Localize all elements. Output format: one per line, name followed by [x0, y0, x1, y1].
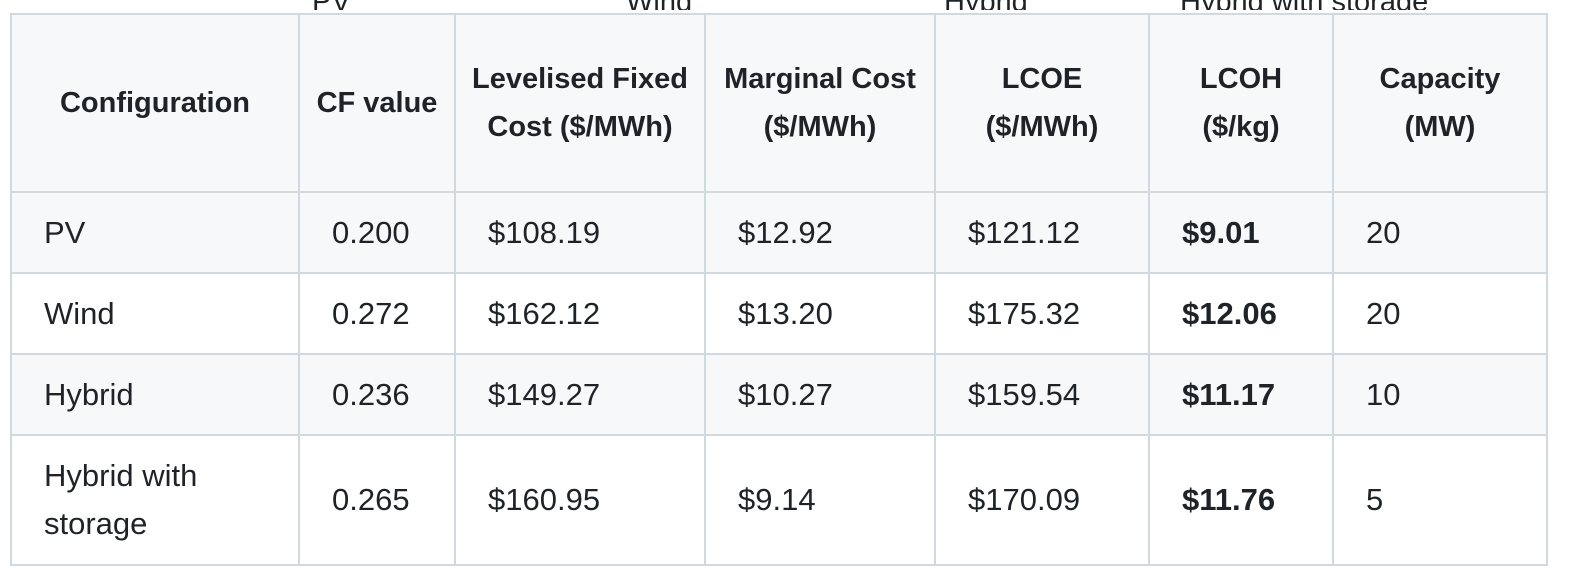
column-header-cf-value: CF value: [298, 13, 456, 193]
cell-lcoe: $159.54: [934, 353, 1150, 436]
column-header-lcoe: LCOE ($/MWh): [934, 13, 1150, 193]
column-header-marginal-cost: Marginal Cost ($/MWh): [704, 13, 936, 193]
table-header-row: Configuration CF value Levelised Fixed C…: [10, 13, 1548, 193]
column-header-lcoh: LCOH ($/kg): [1148, 13, 1334, 193]
cell-lcoe: $121.12: [934, 191, 1150, 274]
cell-configuration: PV: [10, 191, 300, 274]
cell-configuration: Hybrid: [10, 353, 300, 436]
cell-marginal-cost: $9.14: [704, 434, 936, 566]
cell-lcoh: $11.76: [1148, 434, 1334, 566]
cell-capacity: 20: [1332, 272, 1548, 355]
cell-capacity: 10: [1332, 353, 1548, 436]
configuration-cost-table: Configuration CF value Levelised Fixed C…: [10, 13, 1548, 566]
cell-lcoe: $170.09: [934, 434, 1150, 566]
table-row: Hybrid with storage 0.265 $160.95 $9.14 …: [10, 434, 1548, 566]
cell-marginal-cost: $13.20: [704, 272, 936, 355]
clipped-header-label: Wind: [626, 0, 692, 10]
clipped-previous-header-row: PV Wind Hybrid Hybrid with storage: [0, 0, 1572, 10]
cell-lcoh: $9.01: [1148, 191, 1334, 274]
cell-lcoh: $12.06: [1148, 272, 1334, 355]
cell-lcoe: $175.32: [934, 272, 1150, 355]
cell-cf-value: 0.265: [298, 434, 456, 566]
cell-configuration: Wind: [10, 272, 300, 355]
cell-marginal-cost: $12.92: [704, 191, 936, 274]
clipped-header-label: PV: [312, 0, 351, 10]
cell-cf-value: 0.200: [298, 191, 456, 274]
table-row: Wind 0.272 $162.12 $13.20 $175.32 $12.06…: [10, 272, 1548, 355]
cell-capacity: 20: [1332, 191, 1548, 274]
cell-levelised-fixed-cost: $108.19: [454, 191, 706, 274]
clipped-header-label: Hybrid with storage: [1180, 0, 1428, 10]
cell-cf-value: 0.272: [298, 272, 456, 355]
clipped-header-label: Hybrid: [944, 0, 1028, 10]
cell-capacity: 5: [1332, 434, 1548, 566]
table-row: Hybrid 0.236 $149.27 $10.27 $159.54 $11.…: [10, 353, 1548, 436]
cell-cf-value: 0.236: [298, 353, 456, 436]
cell-configuration: Hybrid with storage: [10, 434, 300, 566]
cell-levelised-fixed-cost: $162.12: [454, 272, 706, 355]
column-header-capacity: Capacity (MW): [1332, 13, 1548, 193]
column-header-levelised-fixed-cost: Levelised Fixed Cost ($/MWh): [454, 13, 706, 193]
cell-levelised-fixed-cost: $149.27: [454, 353, 706, 436]
cell-levelised-fixed-cost: $160.95: [454, 434, 706, 566]
table-row: PV 0.200 $108.19 $12.92 $121.12 $9.01 20: [10, 191, 1548, 274]
cell-marginal-cost: $10.27: [704, 353, 936, 436]
cell-lcoh: $11.17: [1148, 353, 1334, 436]
column-header-configuration: Configuration: [10, 13, 300, 193]
